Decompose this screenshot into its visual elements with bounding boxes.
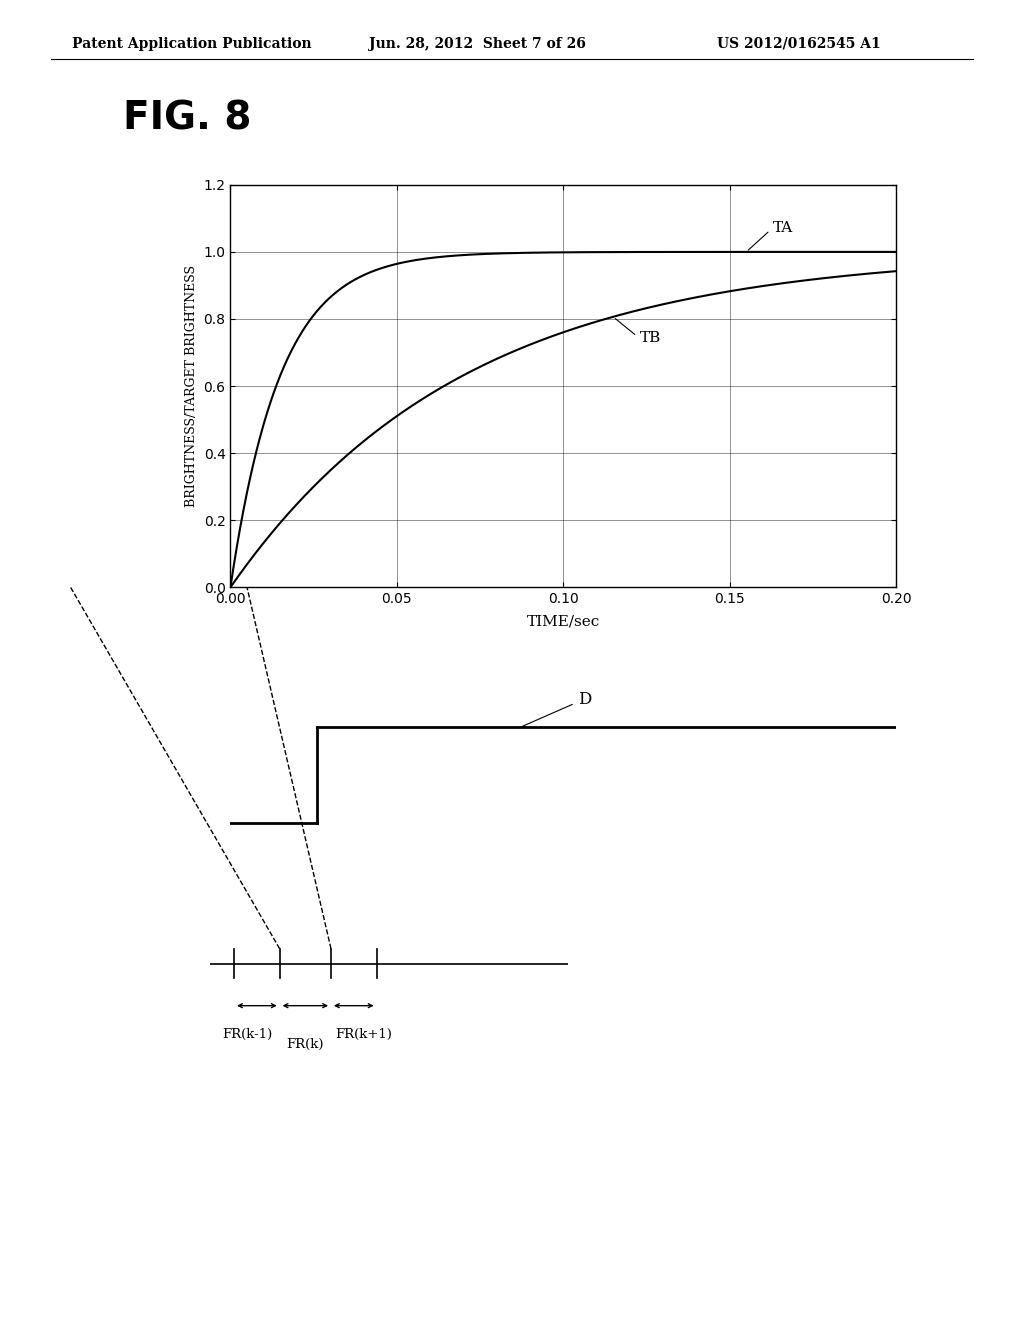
Text: FR(k+1): FR(k+1) <box>335 1028 392 1041</box>
Text: US 2012/0162545 A1: US 2012/0162545 A1 <box>717 37 881 51</box>
Text: TB: TB <box>615 318 662 346</box>
Text: FR(k-1): FR(k-1) <box>222 1028 272 1041</box>
Text: D: D <box>522 690 591 726</box>
Text: FIG. 8: FIG. 8 <box>123 99 251 137</box>
Y-axis label: BRIGHTNESS/TARGET BRIGHTNESS: BRIGHTNESS/TARGET BRIGHTNESS <box>185 265 198 507</box>
Text: FR(k): FR(k) <box>287 1038 324 1051</box>
Text: Patent Application Publication: Patent Application Publication <box>72 37 311 51</box>
X-axis label: TIME/sec: TIME/sec <box>526 615 600 628</box>
Text: Jun. 28, 2012  Sheet 7 of 26: Jun. 28, 2012 Sheet 7 of 26 <box>369 37 586 51</box>
Text: TA: TA <box>749 220 794 249</box>
